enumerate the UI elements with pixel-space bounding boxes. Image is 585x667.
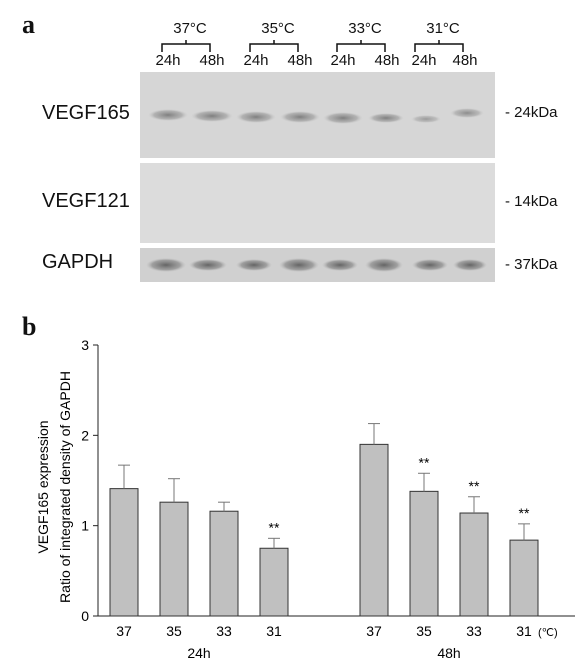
vegf121-strip [140,163,495,243]
group-label: 24h [187,645,210,661]
bar [159,501,189,617]
bar [409,490,439,617]
temp-label-35: 35°C [261,20,295,37]
y-tick-label: 0 [81,608,89,624]
gapdh-bands [146,258,487,272]
x-tick-label: 33 [216,623,232,639]
significance-label: ** [269,519,280,535]
group-label: 48h [437,645,460,661]
time-label: 48h [199,52,225,69]
panel-b-letter: b [22,312,37,341]
y-tick-label: 3 [81,337,89,353]
blot-label-gapdh: GAPDH [42,251,114,273]
kda-label-24: - 24kDa [505,104,558,121]
significance-label: ** [419,454,430,470]
bracket-33 [336,40,386,52]
panel-a-letter: a [22,10,35,39]
time-label: 24h [243,52,269,69]
bar [359,443,389,617]
y-axis-label-line2: Ratio of integrated density of GAPDH [57,371,73,603]
western-blot-image [140,72,495,282]
x-unit-label: (℃) [538,627,558,639]
bar [509,539,539,617]
y-tick-label: 2 [81,427,89,443]
bar [259,547,289,617]
x-tick-label: 37 [366,623,382,639]
x-tick-label: 35 [166,623,182,639]
y-axis-label-line1: VEGF165 expression [35,420,51,553]
time-label: 48h [287,52,313,69]
time-label: 24h [411,52,437,69]
bar [459,512,489,617]
bracket-37 [161,40,211,52]
temp-label-37: 37°C [173,20,207,37]
time-label: 24h [330,52,356,69]
x-tick-label: 35 [416,623,432,639]
bar [109,488,139,617]
bar [209,510,239,617]
kda-label-37: - 37kDa [505,256,558,273]
vegf165-bands [148,108,484,124]
significance-label: ** [469,478,480,494]
bar-chart: VEGF165 expression Ratio of integrated d… [35,337,575,661]
kda-label-14: - 14kDa [505,193,558,210]
bracket-35 [249,40,299,52]
x-tick-label: 31 [266,623,282,639]
temp-label-31: 31°C [426,20,460,37]
temp-label-33: 33°C [348,20,382,37]
x-tick-label: 37 [116,623,132,639]
bracket-lines [161,40,464,52]
x-tick-label: 31 [516,623,532,639]
x-tick-label: 33 [466,623,482,639]
y-tick-label: 1 [81,518,89,534]
blot-label-vegf165: VEGF165 [42,102,130,124]
time-label: 24h [155,52,181,69]
significance-label: ** [519,505,530,521]
time-label: 48h [452,52,478,69]
time-label: 48h [374,52,400,69]
bracket-31 [414,40,464,52]
blot-label-vegf121: VEGF121 [42,190,130,212]
